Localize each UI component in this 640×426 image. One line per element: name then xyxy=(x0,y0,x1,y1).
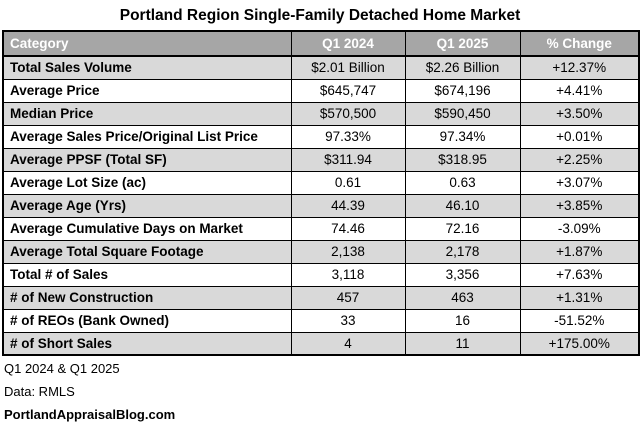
value-cell: +2.25% xyxy=(519,147,640,172)
category-cell: Average Sales Price/Original List Price xyxy=(2,124,292,149)
value-cell: 457 xyxy=(290,285,406,310)
value-cell: 72.16 xyxy=(404,216,521,241)
category-cell: Average PPSF (Total SF) xyxy=(2,147,292,172)
value-cell: +12.37% xyxy=(519,55,640,80)
page-title: Portland Region Single-Family Detached H… xyxy=(119,7,521,24)
value-cell: 0.63 xyxy=(404,170,521,195)
category-cell: Average Lot Size (ac) xyxy=(2,170,292,195)
category-cell: # of Short Sales xyxy=(2,331,292,356)
footer: Q1 2024 & Q1 2025 Data: RMLS PortlandApp… xyxy=(4,361,640,422)
category-cell: Average Age (Yrs) xyxy=(2,193,292,218)
footer-blog-name: PortlandAppraisalBlog.com xyxy=(4,407,176,422)
table-row: Total Sales Volume $2.01 Billion $2.26 Bil… xyxy=(2,55,640,80)
table-row: # of Short Sales 4 11 +175.00% xyxy=(2,331,640,356)
category-cell: Average Total Square Footage xyxy=(2,239,292,264)
value-cell: 0.61 xyxy=(290,170,406,195)
value-cell: 463 xyxy=(404,285,521,310)
value-cell: 97.34% xyxy=(404,124,521,149)
value-cell: 33 xyxy=(290,308,406,333)
category-cell: # of New Construction xyxy=(2,285,292,310)
table-row: Total # of Sales 3,118 3,356 +7.63% xyxy=(2,262,640,287)
value-cell: +3.85% xyxy=(519,193,640,218)
value-cell: $674,196 xyxy=(404,78,521,103)
category-cell: Median Price xyxy=(2,101,292,126)
value-cell: +3.07% xyxy=(519,170,640,195)
value-cell: +4.41% xyxy=(519,78,640,103)
value-cell: $645,747 xyxy=(290,78,406,103)
value-cell: $2.26 Billion xyxy=(404,55,521,80)
value-cell: 46.10 xyxy=(404,193,521,218)
value-cell: 4 xyxy=(290,331,406,356)
value-cell: 16 xyxy=(404,308,521,333)
table-row: # of New Construction 457 463 +1.31% xyxy=(2,285,640,310)
value-cell: $2.01 Billion xyxy=(290,55,406,80)
table-row: Median Price $570,500 $590,450 +3.50% xyxy=(2,101,640,126)
column-header: Q1 2025 xyxy=(404,30,521,57)
value-cell: -3.09% xyxy=(519,216,640,241)
footer-period: Q1 2024 & Q1 2025 xyxy=(4,361,120,376)
footer-data-source: Data: RMLS xyxy=(4,384,75,399)
value-cell: +175.00% xyxy=(519,331,640,356)
column-header: % Change xyxy=(519,30,640,57)
table-row: Average Age (Yrs) 44.39 46.10 +3.85% xyxy=(2,193,640,218)
header-row: Category Q1 2024 Q1 2025% Change xyxy=(2,30,640,57)
value-cell: +1.87% xyxy=(519,239,640,264)
value-cell: 3,356 xyxy=(404,262,521,287)
value-cell: 97.33% xyxy=(290,124,406,149)
table-row: Average Total Square Footage 2,138 2,178 +1… xyxy=(2,239,640,264)
category-cell: Average Price xyxy=(2,78,292,103)
value-cell: 2,138 xyxy=(290,239,406,264)
category-cell: Total # of Sales xyxy=(2,262,292,287)
category-cell: Total Sales Volume xyxy=(2,55,292,80)
market-table: Category Q1 2024 Q1 2025% Change Total Sal… xyxy=(2,30,640,356)
value-cell: $318.95 xyxy=(404,147,521,172)
value-cell: $590,450 xyxy=(404,101,521,126)
value-cell: +7.63% xyxy=(519,262,640,287)
value-cell: $570,500 xyxy=(290,101,406,126)
table-row: Average Price $645,747 $674,196 +4.41% xyxy=(2,78,640,103)
column-header: Q1 2024 xyxy=(290,30,406,57)
value-cell: -51.52% xyxy=(519,308,640,333)
value-cell: +3.50% xyxy=(519,101,640,126)
value-cell: 11 xyxy=(404,331,521,356)
table-row: Average Cumulative Days on Market 74.46 72… xyxy=(2,216,640,241)
value-cell: 2,178 xyxy=(404,239,521,264)
table-row: Average Lot Size (ac) 0.61 0.63 +3.07% xyxy=(2,170,640,195)
value-cell: +0.01% xyxy=(519,124,640,149)
table-row: Average PPSF (Total SF) $311.94 $318.95 +2.… xyxy=(2,147,640,172)
value-cell: $311.94 xyxy=(290,147,406,172)
table-row: Average Sales Price/Original List Price 9… xyxy=(2,124,640,149)
column-header: Category xyxy=(2,30,292,57)
value-cell: 3,118 xyxy=(290,262,406,287)
table-row: # of REOs (Bank Owned) 33 16 -51.52% xyxy=(2,308,640,333)
table-body: Total Sales Volume $2.01 Billion $2.26 Bil… xyxy=(2,55,640,356)
value-cell: 74.46 xyxy=(290,216,406,241)
value-cell: 44.39 xyxy=(290,193,406,218)
category-cell: # of REOs (Bank Owned) xyxy=(2,308,292,333)
category-cell: Average Cumulative Days on Market xyxy=(2,216,292,241)
value-cell: +1.31% xyxy=(519,285,640,310)
